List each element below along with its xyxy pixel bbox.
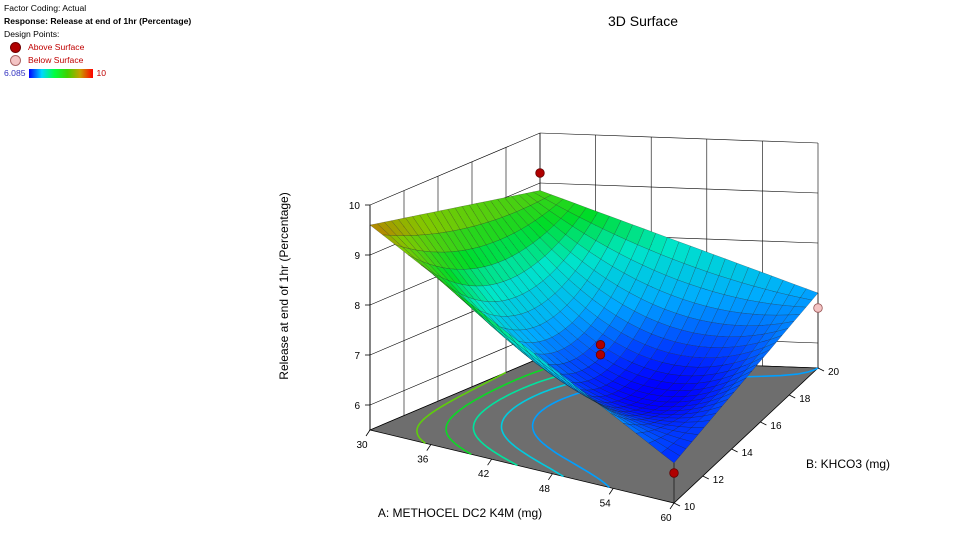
x-tick-mark	[548, 473, 553, 481]
axis-ticks: 30 36 42 48 54 60 10 12 14 16 18 20 6 7 8 9 10	[349, 201, 840, 524]
y-tick-label: 14	[742, 448, 754, 459]
response-label: Response: Release at end of 1hr (Percent…	[4, 16, 192, 26]
x-tick-label: 36	[417, 455, 429, 466]
z-tick-label: 10	[349, 201, 361, 212]
x-tick-label: 54	[600, 498, 612, 509]
chart-title: 3D Surface	[608, 13, 678, 29]
y-tick-label: 12	[713, 475, 725, 486]
floor-contour	[416, 371, 507, 444]
y-tick-mark	[673, 502, 681, 507]
color-scale-bar	[28, 69, 93, 78]
design-point-above	[669, 468, 679, 478]
design-point-above	[595, 350, 606, 360]
x-tick-label: 30	[356, 440, 368, 451]
surface-patch	[661, 448, 681, 464]
x-tick-mark	[608, 488, 614, 495]
factor-coding-label: Factor Coding: Actual	[4, 3, 87, 13]
color-scale: 6.085 10	[4, 67, 191, 80]
color-scale-min: 6.085	[4, 68, 26, 78]
above-surface-marker-icon	[10, 42, 21, 53]
left-wall-gridline	[369, 332, 541, 406]
y-axis-label: B: KHCO3 (mg)	[806, 457, 890, 471]
z-tick-label: 8	[354, 301, 360, 312]
y-tick-mark	[702, 475, 709, 480]
legend-below-surface: Below Surface	[10, 54, 191, 67]
z-tick-label: 9	[354, 251, 360, 262]
y-tick-mark	[760, 421, 767, 426]
left-wall-gridline	[369, 132, 541, 206]
x-tick-label: 60	[660, 513, 672, 524]
x-tick-label: 48	[539, 484, 551, 495]
z-tick-label: 6	[354, 401, 360, 412]
y-tick-label: 10	[684, 502, 696, 513]
back-wall-gridline	[539, 182, 819, 194]
design-point-above	[595, 340, 606, 350]
z-tick-label: 7	[354, 351, 360, 362]
x-tick-label: 42	[478, 469, 490, 480]
design-points	[535, 168, 823, 478]
x-tick-mark	[669, 502, 675, 510]
x-axis-label: A: METHOCEL DC2 K4M (mg)	[378, 506, 542, 520]
back-wall-gridline	[539, 132, 819, 144]
y-tick-label: 16	[770, 421, 782, 432]
x-tick-mark	[426, 444, 432, 451]
y-tick-mark	[817, 367, 825, 372]
design-point-above	[535, 168, 545, 178]
x-tick-mark	[487, 458, 492, 466]
above-surface-label: Above Surface	[28, 42, 85, 52]
y-tick-label: 18	[799, 394, 811, 405]
design-point-below	[813, 303, 823, 313]
response-surface	[369, 190, 819, 503]
color-scale-max: 10	[96, 68, 107, 78]
y-tick-label: 20	[828, 367, 840, 378]
floor-contour	[445, 359, 593, 455]
design-points-label: Design Points:	[4, 29, 60, 39]
below-surface-marker-icon	[10, 55, 21, 66]
z-axis-label: Release at end of 1hr (Percentage)	[277, 192, 291, 379]
below-surface-label: Below Surface	[28, 55, 84, 65]
y-tick-mark	[789, 394, 796, 399]
x-tick-mark	[365, 429, 371, 437]
legend-above-surface: Above Surface	[10, 41, 191, 54]
legend-panel: Factor Coding: Actual Response: Release …	[4, 2, 191, 80]
y-tick-mark	[731, 448, 738, 453]
